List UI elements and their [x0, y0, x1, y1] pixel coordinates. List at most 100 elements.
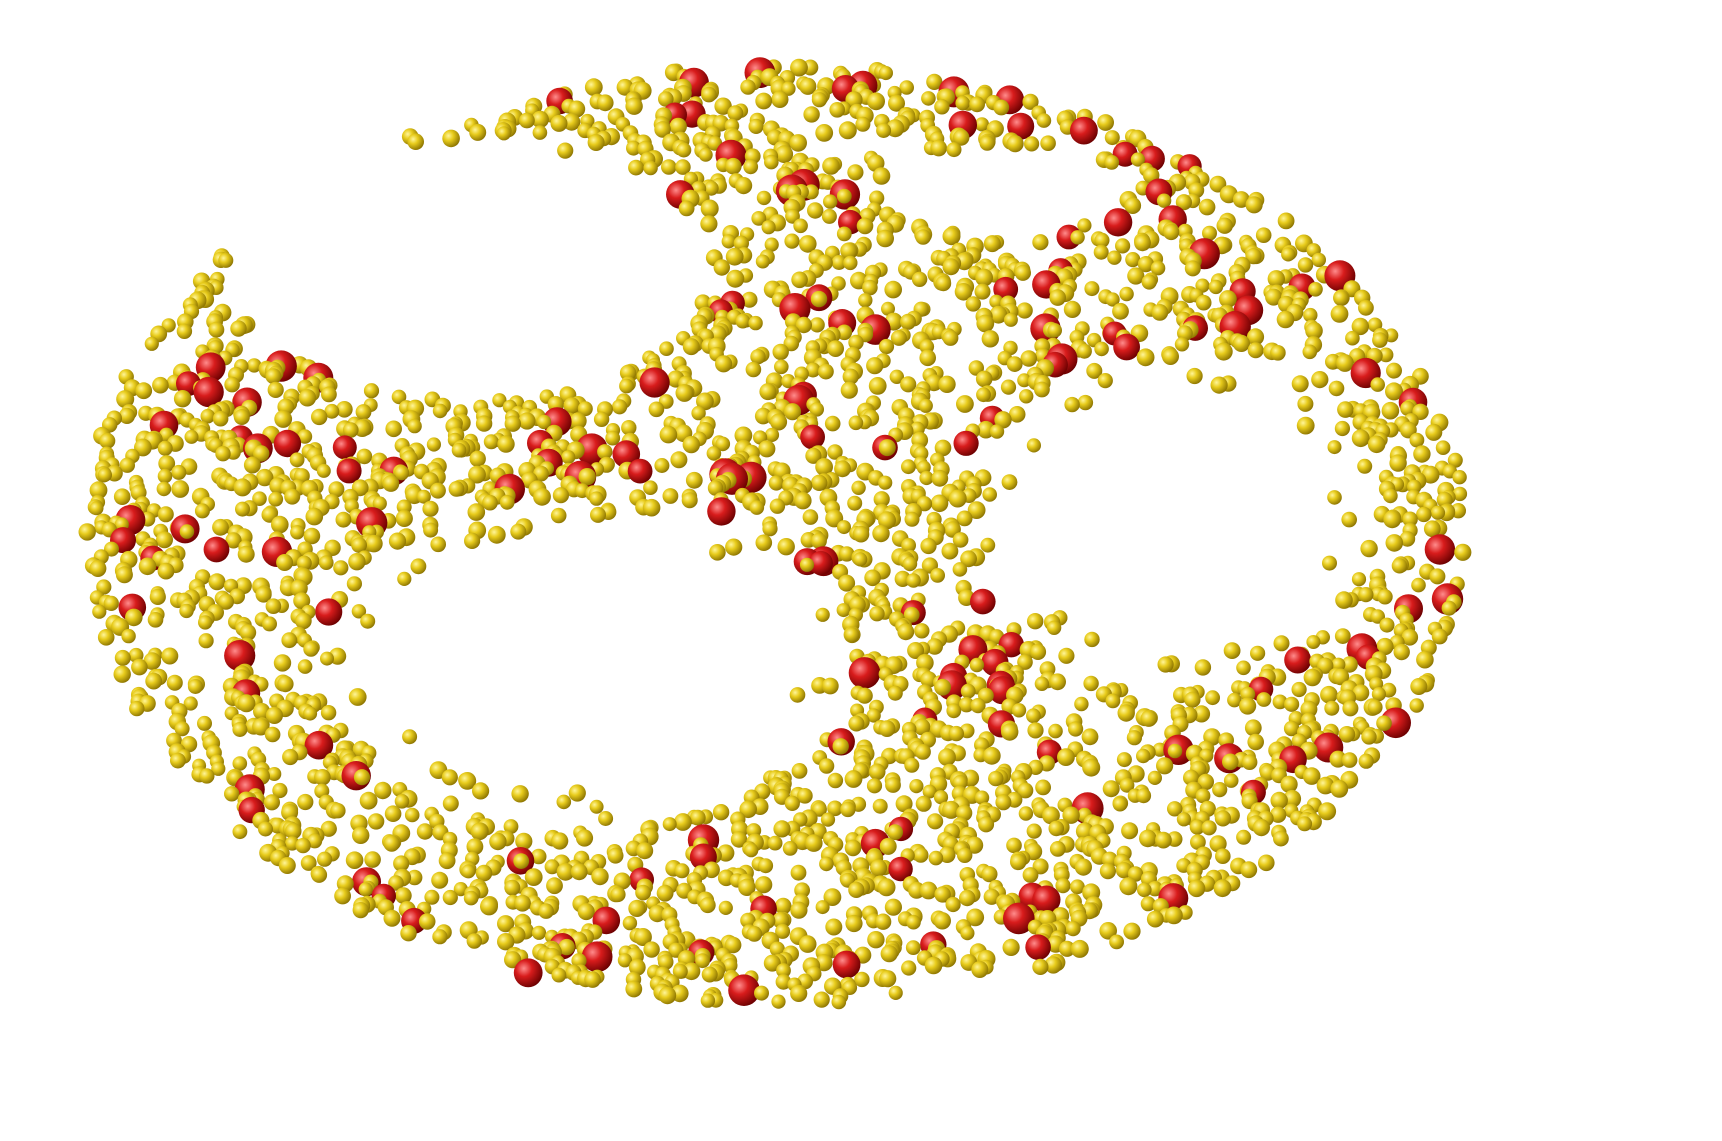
small-particle [1011, 703, 1027, 718]
small-particle [1086, 362, 1103, 379]
small-particle [1082, 758, 1101, 777]
small-particle [1156, 193, 1172, 208]
small-particle [970, 698, 986, 714]
small-particle [129, 700, 145, 717]
small-particle [432, 929, 448, 945]
small-particle [1184, 260, 1201, 277]
small-particle [1416, 506, 1432, 523]
small-particle [432, 403, 448, 419]
small-particle [836, 226, 852, 242]
small-particle [726, 269, 745, 288]
small-particle [755, 254, 770, 269]
small-particle [827, 772, 844, 789]
large-particle [304, 730, 334, 760]
small-particle [885, 777, 901, 793]
small-particle [852, 525, 870, 543]
small-particle [948, 489, 967, 508]
small-particle [975, 268, 993, 287]
small-particle [784, 233, 800, 249]
small-particle [881, 301, 895, 316]
small-particle [1284, 696, 1300, 712]
small-particle [584, 971, 601, 988]
small-particle [1010, 853, 1027, 871]
small-particle [698, 147, 713, 162]
small-particle [942, 330, 959, 346]
small-particle [92, 604, 107, 619]
small-particle [174, 721, 190, 737]
small-particle [848, 415, 864, 431]
small-particle [311, 866, 328, 883]
small-particle [492, 393, 507, 408]
small-particle [1358, 753, 1374, 769]
small-particle [482, 494, 498, 511]
small-particle [658, 91, 674, 107]
small-particle [1140, 710, 1158, 727]
small-particle [303, 641, 319, 657]
large-particle [1103, 208, 1133, 237]
small-particle [208, 573, 226, 591]
small-particle [532, 125, 548, 140]
small-particle [568, 784, 586, 802]
small-particle [200, 408, 216, 424]
small-particle [1003, 312, 1018, 327]
small-particle [761, 220, 776, 235]
small-particle [867, 931, 885, 949]
small-particle [1102, 780, 1120, 798]
small-particle [1332, 668, 1350, 686]
small-particle [289, 452, 305, 468]
small-particle [134, 438, 152, 457]
small-particle [171, 464, 187, 480]
small-particle [1351, 429, 1370, 448]
small-particle [1040, 135, 1056, 151]
small-particle [1454, 543, 1472, 561]
small-particle [157, 506, 174, 523]
small-particle [994, 411, 1012, 429]
small-particle [1281, 247, 1296, 262]
small-particle [952, 775, 968, 790]
small-particle [1104, 130, 1120, 146]
small-particle [675, 384, 694, 402]
small-particle [1291, 375, 1309, 393]
small-particle [296, 555, 312, 571]
small-particle [933, 912, 951, 930]
small-particle [293, 592, 311, 610]
small-particle [976, 387, 991, 403]
small-particle [818, 363, 834, 380]
small-particle [1367, 699, 1383, 715]
small-particle [1389, 454, 1407, 472]
small-particle [832, 738, 849, 755]
small-particle [395, 887, 412, 904]
small-particle [1303, 307, 1318, 323]
small-particle [748, 315, 763, 331]
small-particle [1250, 645, 1266, 661]
small-particle [884, 898, 903, 916]
small-particle [715, 436, 731, 452]
small-particle [536, 414, 552, 430]
small-particle [662, 817, 677, 832]
small-particle [416, 823, 434, 840]
small-particle [418, 913, 436, 930]
small-particle [1273, 830, 1289, 847]
small-particle [1099, 922, 1117, 940]
small-particle [469, 123, 487, 141]
small-particle [811, 474, 828, 491]
small-particle [551, 967, 567, 983]
small-particle [113, 488, 131, 506]
small-particle [1416, 650, 1434, 669]
small-particle [727, 105, 744, 121]
small-particle [1124, 197, 1142, 215]
small-particle [96, 579, 112, 595]
small-particle [930, 139, 947, 157]
small-particle [659, 341, 674, 357]
small-particle [336, 401, 353, 418]
small-particle [902, 556, 918, 572]
small-particle [1097, 114, 1114, 131]
small-particle [1187, 879, 1206, 898]
small-particle [810, 532, 827, 549]
small-particle [625, 980, 643, 998]
small-particle [900, 313, 916, 330]
small-particle [557, 142, 574, 159]
small-particle [1175, 194, 1192, 211]
small-particle [278, 857, 296, 874]
small-particle [1150, 260, 1166, 276]
